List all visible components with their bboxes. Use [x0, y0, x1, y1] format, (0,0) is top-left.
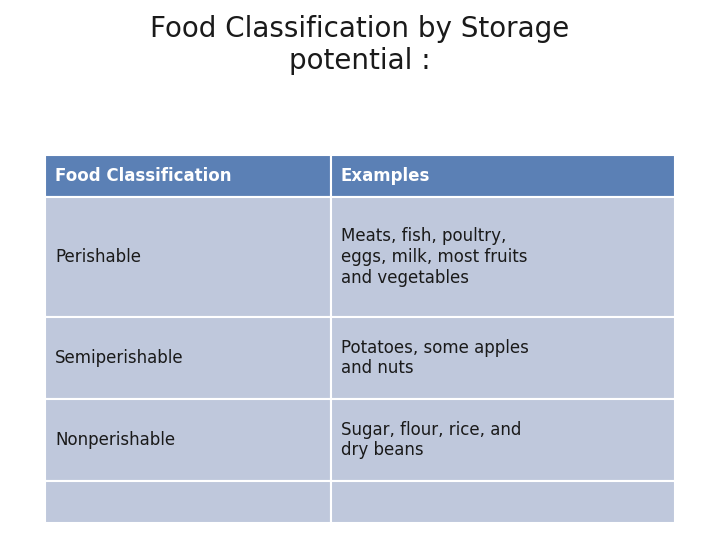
Text: Examples: Examples: [341, 167, 431, 185]
Text: Food Classification: Food Classification: [55, 167, 232, 185]
Text: Nonperishable: Nonperishable: [55, 431, 175, 449]
Text: Sugar, flour, rice, and
dry beans: Sugar, flour, rice, and dry beans: [341, 421, 521, 460]
Text: Semiperishable: Semiperishable: [55, 349, 184, 367]
Text: Potatoes, some apples
and nuts: Potatoes, some apples and nuts: [341, 339, 529, 377]
Text: Perishable: Perishable: [55, 248, 141, 266]
Text: Food Classification by Storage
potential :: Food Classification by Storage potential…: [150, 15, 570, 76]
Text: Meats, fish, poultry,
eggs, milk, most fruits
and vegetables: Meats, fish, poultry, eggs, milk, most f…: [341, 227, 528, 287]
